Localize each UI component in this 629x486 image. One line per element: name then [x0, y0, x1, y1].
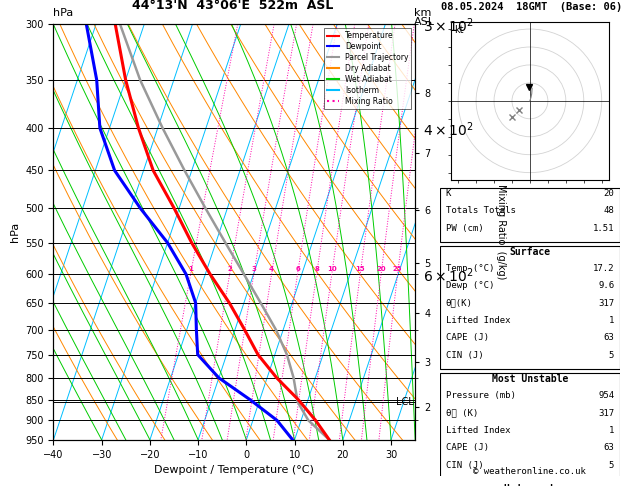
Text: θᴇ(K): θᴇ(K): [446, 299, 472, 308]
Text: ASL: ASL: [414, 17, 435, 27]
Text: 15: 15: [355, 266, 365, 272]
Legend: Temperature, Dewpoint, Parcel Trajectory, Dry Adiabat, Wet Adiabat, Isotherm, Mi: Temperature, Dewpoint, Parcel Trajectory…: [324, 28, 411, 109]
Text: 9.6: 9.6: [598, 281, 614, 290]
FancyBboxPatch shape: [440, 483, 620, 486]
Text: 1: 1: [609, 316, 614, 325]
Text: Pressure (mb): Pressure (mb): [446, 391, 516, 400]
Text: CIN (J): CIN (J): [446, 351, 483, 360]
Y-axis label: Mixing Ratio  (g/kg): Mixing Ratio (g/kg): [496, 184, 506, 280]
Text: 63: 63: [603, 333, 614, 343]
Text: 1: 1: [188, 266, 193, 272]
Text: LCL: LCL: [396, 397, 414, 407]
Text: 8: 8: [314, 266, 319, 272]
Text: kt: kt: [455, 25, 464, 35]
Text: 44°13'N  43°06'E  522m  ASL: 44°13'N 43°06'E 522m ASL: [132, 0, 333, 12]
Text: Totals Totals: Totals Totals: [446, 206, 516, 215]
Text: 20: 20: [603, 189, 614, 198]
Y-axis label: hPa: hPa: [9, 222, 19, 242]
Text: Lifted Index: Lifted Index: [446, 426, 510, 435]
Text: 63: 63: [603, 443, 614, 452]
Text: 5: 5: [609, 461, 614, 469]
Text: CAPE (J): CAPE (J): [446, 443, 489, 452]
Text: hPa: hPa: [53, 8, 74, 18]
Text: 3: 3: [252, 266, 256, 272]
Text: © weatheronline.co.uk: © weatheronline.co.uk: [474, 467, 586, 476]
Text: PW (cm): PW (cm): [446, 224, 483, 232]
Text: km: km: [414, 8, 431, 18]
Text: 317: 317: [598, 409, 614, 417]
Text: K: K: [446, 189, 451, 198]
Text: θᴇ (K): θᴇ (K): [446, 409, 478, 417]
FancyBboxPatch shape: [440, 245, 620, 369]
Text: CIN (J): CIN (J): [446, 461, 483, 469]
Text: Surface: Surface: [509, 247, 550, 257]
Text: Hodograph: Hodograph: [503, 484, 557, 486]
FancyBboxPatch shape: [440, 188, 620, 242]
X-axis label: Dewpoint / Temperature (°C): Dewpoint / Temperature (°C): [154, 465, 314, 475]
Text: 10: 10: [327, 266, 337, 272]
Text: 20: 20: [376, 266, 386, 272]
Text: 6: 6: [295, 266, 300, 272]
Text: Most Unstable: Most Unstable: [492, 374, 568, 384]
Text: Dewp (°C): Dewp (°C): [446, 281, 494, 290]
Text: 1.51: 1.51: [593, 224, 614, 232]
Text: 5: 5: [609, 351, 614, 360]
Text: 317: 317: [598, 299, 614, 308]
Text: 4: 4: [269, 266, 274, 272]
Text: CAPE (J): CAPE (J): [446, 333, 489, 343]
Text: 17.2: 17.2: [593, 264, 614, 273]
Text: 2: 2: [227, 266, 232, 272]
Text: Temp (°C): Temp (°C): [446, 264, 494, 273]
Text: 08.05.2024  18GMT  (Base: 06): 08.05.2024 18GMT (Base: 06): [441, 2, 622, 12]
Text: 48: 48: [603, 206, 614, 215]
Text: 25: 25: [393, 266, 403, 272]
Text: 954: 954: [598, 391, 614, 400]
Text: Lifted Index: Lifted Index: [446, 316, 510, 325]
FancyBboxPatch shape: [440, 373, 620, 479]
Text: 1: 1: [609, 426, 614, 435]
